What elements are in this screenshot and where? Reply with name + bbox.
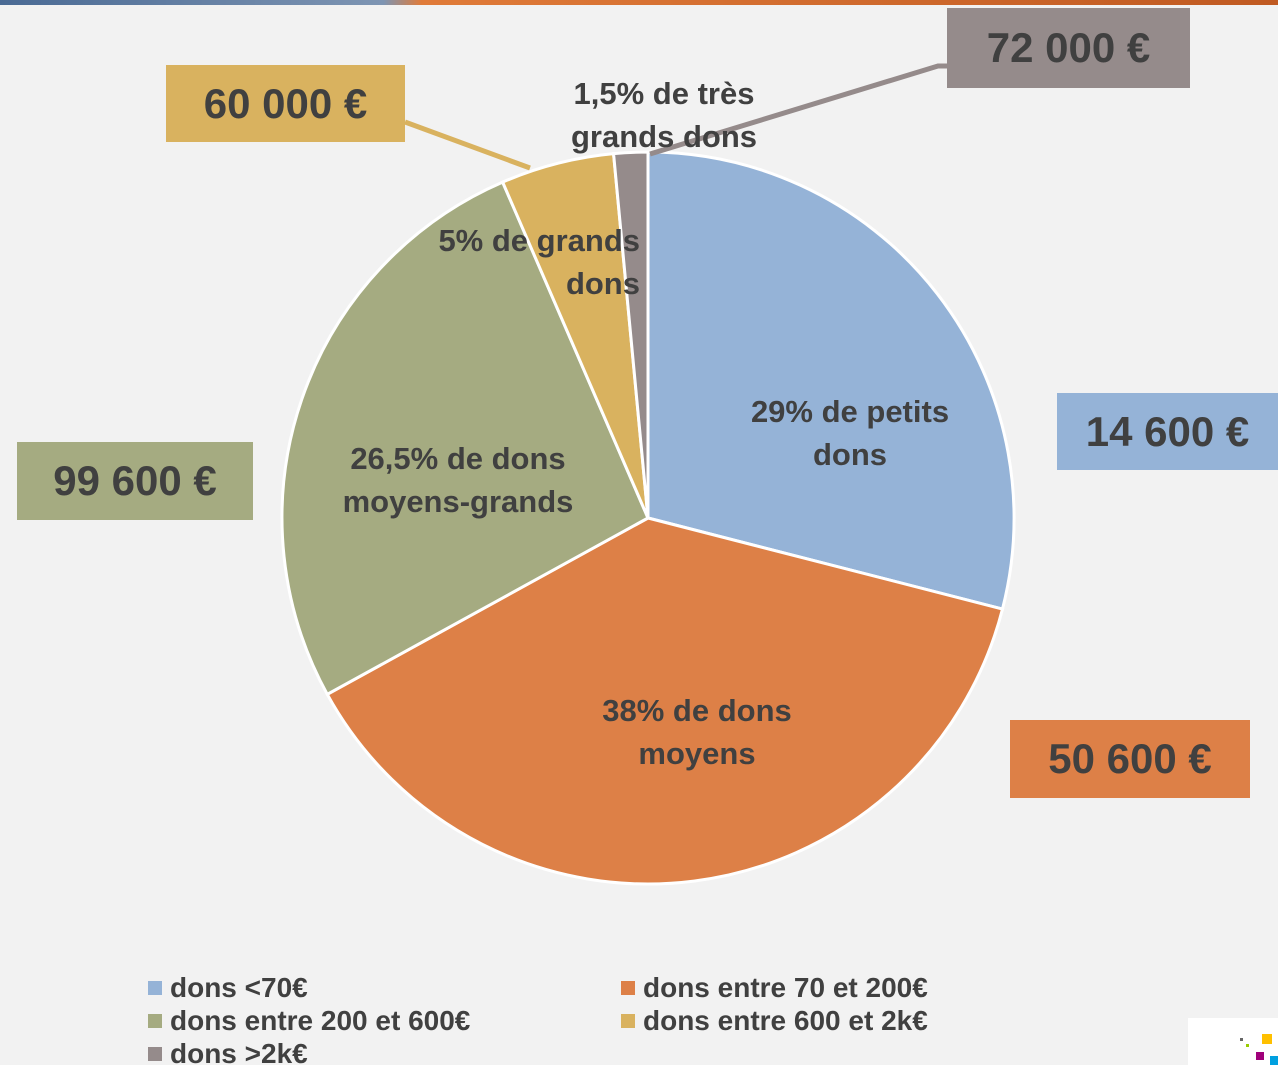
callout: 14 600 € xyxy=(1057,393,1278,470)
legend-item: dons >2k€ xyxy=(148,1038,308,1065)
legend-item: dons entre 70 et 200€ xyxy=(621,972,928,1004)
legend-item: dons entre 600 et 2k€ xyxy=(621,1005,928,1037)
data-label: 29% de petits dons xyxy=(750,394,950,472)
legend-label: dons entre 600 et 2k€ xyxy=(643,1005,928,1036)
data-label: 38% de dons moyens xyxy=(602,693,792,771)
top-bar xyxy=(0,0,1278,5)
leader-line xyxy=(649,63,947,157)
callout: 72 000 € xyxy=(947,8,1190,88)
logo xyxy=(1188,1018,1278,1065)
legend-label: dons entre 200 et 600€ xyxy=(170,1005,471,1036)
data-label: 26,5% de dons moyens-grands xyxy=(342,441,574,519)
legend-swatch xyxy=(148,981,162,995)
data-label: 1,5% de très grands dons xyxy=(570,76,757,154)
callout: 99 600 € xyxy=(17,442,253,520)
legend-label: dons <70€ xyxy=(170,972,308,1003)
legend-swatch xyxy=(621,1014,635,1028)
leader-line xyxy=(404,119,531,171)
legend-swatch xyxy=(148,1014,162,1028)
legend-label: dons >2k€ xyxy=(170,1038,308,1065)
pie-slice xyxy=(646,150,1016,611)
pie-slice xyxy=(325,516,1005,886)
legend-label: dons entre 70 et 200€ xyxy=(643,972,928,1003)
callout: 60 000 € xyxy=(166,65,405,142)
data-label: 5% de grands dons xyxy=(438,223,640,301)
callout: 50 600 € xyxy=(1010,720,1250,798)
legend-swatch xyxy=(148,1047,162,1061)
pie-slice xyxy=(611,150,650,519)
legend-item: dons <70€ xyxy=(148,972,308,1004)
legend-swatch xyxy=(621,981,635,995)
legend-item: dons entre 200 et 600€ xyxy=(148,1005,470,1037)
